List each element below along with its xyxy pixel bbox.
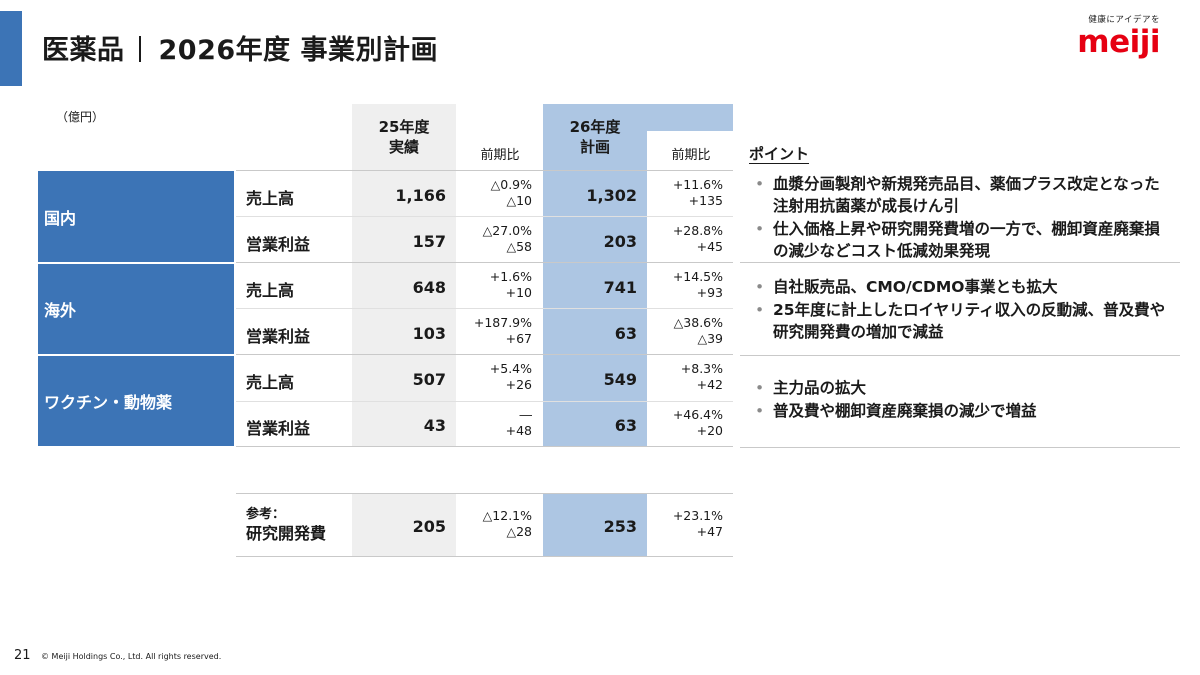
- fy26-yoy: △38.6% △39: [673, 315, 723, 346]
- fy26-yoy: +28.8% +45: [672, 223, 723, 254]
- fy26-yoy: +14.5% +93: [672, 269, 723, 300]
- fy25-yoy: ― +48: [505, 407, 532, 438]
- table-rule: [236, 493, 733, 494]
- points-group-overseas: 自社販売品、CMO/CDMO事業とも拡大 25年度に計上したロイヤリティ収入の反…: [755, 276, 1175, 344]
- segment-vaccine-veterinary: ワクチン・動物薬: [38, 356, 234, 446]
- page-number: 21: [14, 648, 31, 663]
- points-group-vaccine: 主力品の拡大 普及費や棚卸資産廃棄損の減少で増益: [755, 377, 1175, 423]
- fy26-value: 549: [603, 370, 637, 389]
- unit-label: （億円）: [56, 110, 105, 124]
- table-rule: [236, 170, 733, 171]
- fy25-yoy: △27.0% △58: [482, 223, 532, 254]
- fy26-header-extension: [647, 104, 733, 131]
- bullet-item: 25年度に計上したロイヤリティ収入の反動減、普及費や研究開発費の増加で減益: [755, 299, 1175, 343]
- metric-label: 売上高: [246, 373, 295, 392]
- table-rule: [236, 446, 733, 447]
- fy26-value: 203: [603, 232, 637, 251]
- bullet-item: 自社販売品、CMO/CDMO事業とも拡大: [755, 276, 1175, 298]
- rd-fy26-value: 253: [603, 517, 637, 536]
- fy25-value: 507: [412, 370, 446, 389]
- fy25-reference-bg: [352, 494, 456, 556]
- segment-domestic: 国内: [38, 171, 234, 262]
- fy26-value: 1,302: [586, 186, 637, 205]
- rd-fy25-yoy: △12.1% △28: [482, 508, 532, 539]
- table-rule: [236, 216, 733, 217]
- fy26-value: 63: [614, 324, 637, 343]
- fy25-yoy: △0.9% △10: [490, 177, 532, 208]
- fy26-column-bg: [543, 104, 647, 446]
- metric-label: 売上高: [246, 189, 295, 208]
- fy26-header: 26年度 計画: [569, 118, 621, 156]
- table-rule: [236, 308, 733, 309]
- bullet-item: 仕入価格上昇や研究開発費増の一方で、棚卸資産廃棄損の減少などコスト低減効果発現: [755, 218, 1175, 262]
- metric-label: 売上高: [246, 281, 295, 300]
- fy25-column-bg: [352, 104, 456, 446]
- fy26-yoy-header: 前期比: [671, 148, 711, 163]
- fy25-yoy: +5.4% +26: [489, 361, 532, 392]
- fy26-yoy: +8.3% +42: [680, 361, 723, 392]
- points-group-domestic: 血漿分画製剤や新規発売品目、薬価プラス改定となった注射用抗菌薬が成長けん引 仕入…: [755, 173, 1175, 263]
- fy26-value: 741: [603, 278, 637, 297]
- table-rule: [236, 401, 733, 402]
- fy26-value: 63: [614, 416, 637, 435]
- title-separator: [138, 36, 141, 62]
- points-title: ポイント: [749, 145, 810, 163]
- fy25-yoy: +187.9% +67: [473, 315, 532, 346]
- fy25-value: 648: [412, 278, 446, 297]
- rd-fy25-value: 205: [412, 517, 446, 536]
- metric-label: 営業利益: [246, 419, 311, 438]
- page-title: 医薬品 2026年度 事業別計画: [42, 35, 439, 66]
- table-rule: [236, 354, 733, 355]
- points-divider: [740, 447, 1180, 448]
- points-divider: [740, 262, 1180, 263]
- reference-label: 参考： 研究開発費: [246, 507, 327, 543]
- table-rule: [236, 556, 733, 557]
- fy25-value: 1,166: [395, 186, 446, 205]
- meiji-logo: 健康にアイデアを meiji: [1077, 15, 1160, 60]
- fy26-yoy: +11.6% +135: [672, 177, 723, 208]
- copyright: © Meiji Holdings Co., Ltd. All rights re…: [41, 652, 222, 661]
- table-rule: [236, 262, 733, 263]
- fy25-value: 43: [423, 416, 446, 435]
- rd-fy26-yoy: +23.1% +47: [672, 508, 723, 539]
- bullet-item: 主力品の拡大: [755, 377, 1175, 399]
- fy25-yoy: +1.6% +10: [489, 269, 532, 300]
- fy26-yoy: +46.4% +20: [672, 407, 723, 438]
- bullet-item: 普及費や棚卸資産廃棄損の減少で増益: [755, 400, 1175, 422]
- fy25-value: 103: [412, 324, 446, 343]
- title-accent-bar: [0, 11, 22, 86]
- fy26-reference-bg: [543, 494, 647, 556]
- fy25-value: 157: [412, 232, 446, 251]
- fy25-yoy-header: 前期比: [480, 148, 520, 163]
- points-divider: [740, 355, 1180, 356]
- bullet-item: 血漿分画製剤や新規発売品目、薬価プラス改定となった注射用抗菌薬が成長けん引: [755, 173, 1175, 217]
- metric-label: 営業利益: [246, 235, 311, 254]
- segment-overseas: 海外: [38, 264, 234, 354]
- metric-label: 営業利益: [246, 327, 311, 346]
- fy25-header: 25年度 実績: [378, 118, 430, 156]
